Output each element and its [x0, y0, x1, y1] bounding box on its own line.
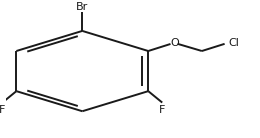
Text: F: F — [0, 105, 6, 115]
Text: F: F — [159, 105, 165, 115]
Text: O: O — [171, 38, 179, 48]
Text: Br: Br — [76, 2, 88, 11]
Text: Cl: Cl — [229, 38, 239, 48]
